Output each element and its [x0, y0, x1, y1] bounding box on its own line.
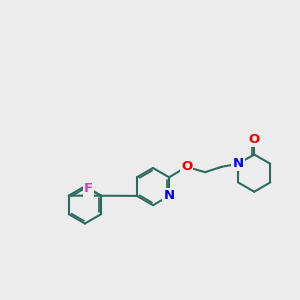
Text: N: N: [232, 157, 244, 170]
Text: F: F: [84, 182, 93, 196]
Text: O: O: [181, 160, 192, 173]
Text: N: N: [164, 189, 175, 203]
Text: F: F: [84, 182, 93, 196]
Text: O: O: [249, 133, 260, 146]
Text: N: N: [232, 157, 244, 170]
Text: N: N: [164, 189, 175, 203]
Text: O: O: [249, 133, 260, 146]
Text: O: O: [181, 160, 192, 173]
